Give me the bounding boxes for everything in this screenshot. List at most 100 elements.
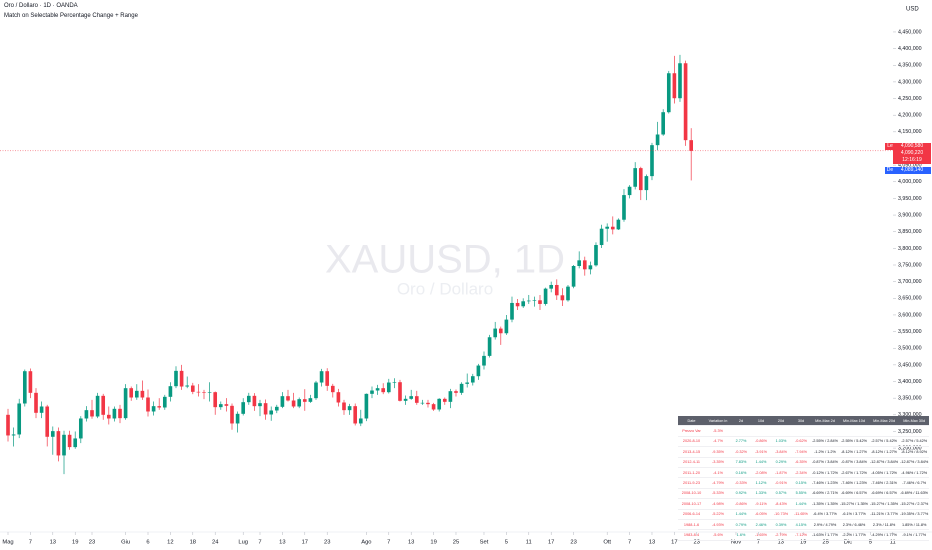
table-header-cell: 10d: [751, 416, 771, 427]
x-tick-label: 23: [89, 540, 95, 546]
x-tick-label: 7: [387, 540, 390, 546]
candle-body: [314, 382, 318, 399]
candle-body: [168, 386, 173, 397]
table-cell: -9.11%: [751, 498, 771, 510]
candle-body: [140, 390, 145, 398]
ask-price: 4,090,580: [893, 143, 931, 150]
y-tick-label: 3,450,000: [898, 362, 922, 368]
table-cell: -9.1% / 1.77%: [899, 529, 930, 541]
table-row: 2008-10-10 -5.33% 0.92% 1.33% 0.57% 5.55% -6.6…: [678, 488, 930, 500]
candle-body: [106, 414, 111, 419]
table-cell: 0.39%: [771, 519, 791, 531]
table-cell: -8.43%: [771, 498, 791, 510]
table-cell: 1.12%: [751, 477, 771, 489]
table-cell: 0.79%: [731, 519, 751, 531]
table-cell: 2011-9-23: [678, 477, 705, 489]
table-cell: 2.77%: [731, 436, 751, 448]
candle-body: [526, 300, 531, 302]
table-cell: -12.87% / 3.84%: [869, 457, 900, 468]
x-tick-label: Ott: [603, 540, 611, 546]
table-cell: -5.22%: [705, 509, 731, 520]
table-cell: [838, 425, 870, 437]
table-cell: 2.46%: [751, 519, 771, 531]
countdown: 12:16:19: [893, 157, 931, 164]
x-tick-label: 11: [526, 540, 532, 546]
x-tick-label: 23: [570, 540, 576, 546]
y-tick-label: 4,300,000: [898, 79, 922, 85]
table-cell: -1.87%: [771, 467, 791, 479]
candle-body: [84, 410, 89, 419]
candle-body: [342, 402, 346, 411]
candle-body: [650, 145, 654, 177]
last-price: 4,090,220: [893, 150, 931, 157]
candle-body: [678, 63, 682, 99]
candle-body: [162, 396, 167, 408]
table-header-cell: 30d: [791, 416, 811, 427]
table-cell: 1.6%: [731, 529, 751, 541]
candle-body: [146, 397, 150, 412]
candle-body: [493, 328, 498, 338]
indicator-title: Match on Selectable Percentage Change + …: [4, 13, 138, 19]
table-cell: -4.96% / 1.72%: [899, 467, 930, 479]
candle-body: [224, 404, 229, 406]
candle-body: [403, 398, 408, 401]
table-cell: Prezzo Var: [678, 425, 705, 437]
table-cell: -7.46% / 1.23%: [838, 477, 870, 489]
candle-body: [689, 140, 694, 151]
candle-body: [207, 392, 212, 393]
y-tick-label: 3,350,000: [898, 396, 922, 402]
table-row: 2012-4-11 -3.35% 7.83% 1.44% 0.29% -6.35% -0.8…: [678, 457, 930, 468]
table-cell: -1.63% / 1.77%: [811, 529, 839, 541]
table-cell: -6.69% / 2.71%: [811, 488, 839, 500]
candle-body: [437, 398, 442, 410]
candle-body: [347, 406, 352, 411]
table-cell: -2.57% / 5.42%: [869, 436, 900, 448]
table-cell: -4.05% / 1.72%: [869, 467, 900, 479]
candle-body: [241, 402, 246, 414]
candle-body: [28, 371, 33, 393]
table-row: 2011-1-20 -4.1% 0.16% -2.08% -1.87% -2.34% -0.…: [678, 467, 930, 479]
x-tick-label: 24: [212, 540, 219, 546]
table-cell: 2.9% / 4.79%: [811, 519, 839, 531]
table-cell: -3.84%: [771, 446, 791, 458]
table-cell: -0.86%: [751, 436, 771, 448]
x-tick-label: Ago: [361, 540, 371, 546]
table-cell: -4.93%: [705, 519, 731, 531]
candle-body: [610, 226, 615, 230]
table-cell: -4.7%: [705, 436, 731, 448]
table-row: Prezzo Var -5.3%: [678, 425, 930, 437]
table-cell: -11.65%: [791, 509, 811, 520]
candle-body: [6, 414, 10, 436]
candle-body: [442, 398, 447, 402]
table-cell: -8.12% / 8.92%: [899, 446, 930, 458]
candle-body: [263, 403, 268, 415]
table-cell: -8.12% / 1.27%: [869, 446, 900, 458]
table-cell: -6.1% / 3.77%: [838, 509, 870, 520]
table-cell: 0.16%: [731, 467, 751, 479]
candle-body: [482, 355, 486, 366]
table-cell: -8.12% / 1.27%: [838, 446, 870, 458]
candle-body: [554, 284, 559, 296]
y-tick-label: 3,600,000: [898, 312, 922, 318]
table-cell: -4.29% / 1.77%: [869, 529, 900, 541]
x-tick-label: Dic: [844, 540, 852, 546]
candle-body: [375, 388, 380, 391]
candle-body: [633, 168, 638, 187]
y-tick-label: 3,800,000: [898, 246, 922, 252]
bid-price: 4,089,140: [893, 167, 931, 174]
x-tick-label: 19: [800, 540, 806, 546]
x-tick-label: 19: [72, 540, 78, 546]
candle-body: [297, 399, 302, 407]
candle-body: [566, 286, 570, 301]
table-cell: -6.69% / 6.57%: [838, 488, 870, 500]
candle-body: [157, 406, 162, 408]
x-tick-label: 17: [671, 540, 677, 546]
table-cell: 2006-6-14: [678, 509, 705, 520]
y-tick-label: 3,500,000: [898, 346, 922, 352]
candle-body: [202, 392, 206, 393]
table-cell: -19.35% / 3.77%: [899, 509, 930, 520]
table-header-cell: Min-Max 20d: [869, 416, 900, 427]
candle-body: [414, 396, 419, 403]
x-tick-label: 5: [869, 540, 872, 546]
